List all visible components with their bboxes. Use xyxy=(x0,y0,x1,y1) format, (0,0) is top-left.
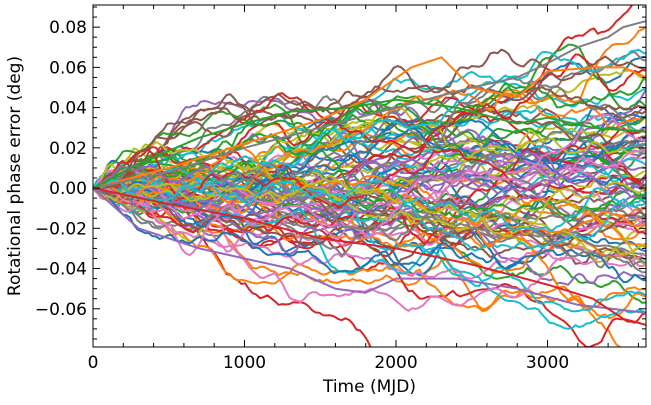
x-tick-label: 1000 xyxy=(223,353,266,373)
x-tick-label: 2000 xyxy=(374,353,417,373)
series-line xyxy=(93,187,646,347)
y-tick-label: 0.04 xyxy=(49,99,87,119)
series-line xyxy=(93,187,646,284)
series-line xyxy=(93,93,646,190)
series-line xyxy=(93,98,646,189)
y-tick-label: −0.02 xyxy=(35,219,87,239)
y-tick-label: 0.06 xyxy=(49,58,87,78)
x-axis-label: Time (MJD) xyxy=(322,377,416,397)
series-line xyxy=(93,84,646,192)
series-line xyxy=(93,149,646,239)
series-line xyxy=(93,48,646,190)
y-axis-ticks: −0.06 −0.04 −0.02 0.00 0.02 0.04 0.06 0.08 xyxy=(35,6,646,340)
y-axis-label: Rotational phase error (deg) xyxy=(5,56,25,296)
series-line xyxy=(93,113,646,257)
series-line xyxy=(93,187,646,320)
y-tick-label: 0.08 xyxy=(49,18,87,38)
series-line xyxy=(93,150,646,231)
x-tick-label: 0 xyxy=(88,353,99,373)
series-line xyxy=(93,187,646,326)
series-line xyxy=(93,48,646,192)
y-tick-label: −0.06 xyxy=(35,300,87,320)
x-tick-label: 3000 xyxy=(526,353,569,373)
y-tick-label: 0.02 xyxy=(49,139,87,159)
series-line xyxy=(93,51,646,203)
y-tick-label: −0.04 xyxy=(35,260,87,280)
series-line xyxy=(93,187,646,312)
series-line xyxy=(93,20,646,190)
series-line xyxy=(93,162,646,268)
series-line xyxy=(93,88,646,191)
series-line xyxy=(93,133,646,219)
plot-frame xyxy=(92,4,647,348)
x-axis-ticks: 0 1000 2000 3000 xyxy=(88,5,639,373)
series-line xyxy=(93,174,646,238)
series-line xyxy=(93,165,646,217)
series-line xyxy=(93,181,646,280)
series-line xyxy=(93,150,646,211)
series-line xyxy=(93,56,646,190)
series-line xyxy=(93,187,646,314)
y-tick-label: 0.00 xyxy=(49,179,87,199)
series-line xyxy=(93,149,646,209)
series-line xyxy=(93,178,646,232)
series-line xyxy=(93,127,646,245)
series-layer xyxy=(93,5,646,347)
series-line xyxy=(93,75,646,189)
series-line xyxy=(93,154,646,244)
